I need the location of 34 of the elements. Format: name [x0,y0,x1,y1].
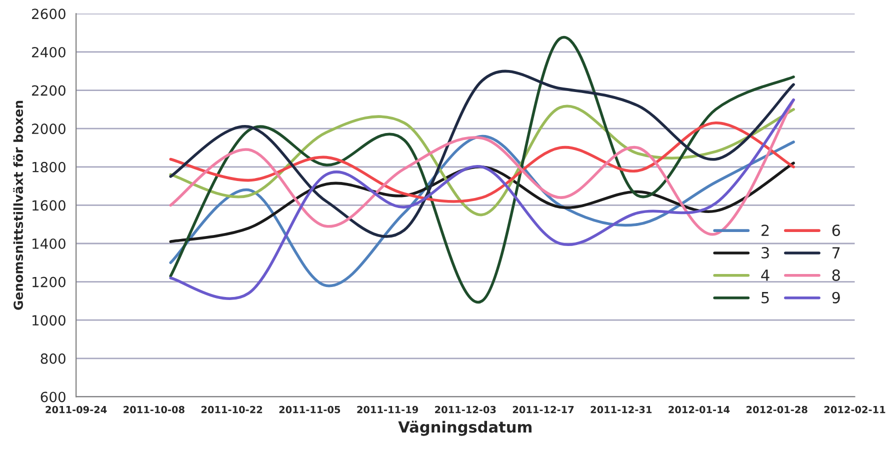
x-tick-label: 2012-01-14 [668,406,730,414]
x-tick-label: 2011-09-24 [46,406,107,414]
y-tick-label: 800 [40,353,66,364]
legend-label: 5 [762,292,769,304]
x-tick-label: 2011-10-22 [201,406,262,414]
y-tick-label: 600 [40,392,66,402]
y-tick-label: 2000 [32,124,66,134]
y-tick-label: 1600 [32,200,66,211]
y-tick-label: 1800 [32,162,66,172]
legend-label: 7 [832,247,840,258]
x-axis-title: Vägningsdatum [398,420,532,436]
legend-label: 3 [762,246,769,259]
x-tick-label: 2011-12-31 [590,406,652,414]
legend-label: 4 [761,270,770,281]
y-axis-title: Genomsnittstillväxt för boxen [13,100,24,310]
x-tick-label: 2011-12-03 [435,406,496,414]
legend-label: 6 [832,224,840,236]
line-series [169,37,795,303]
x-tick-label: 2011-11-19 [357,406,418,414]
y-tick-label: 1200 [32,276,66,288]
x-tick-label: 2011-10-08 [124,406,184,414]
x-tick-label: 2012-02-11 [824,406,886,414]
legend-label: 8 [832,269,840,281]
y-tick-label: 2600 [32,8,66,20]
legend-label: 2 [762,224,769,236]
x-tick-label: 2011-12-17 [512,406,574,414]
line-series [169,98,795,236]
y-tick-label: 2200 [32,85,66,96]
legend-label: 9 [832,292,840,304]
x-tick-label: 2011-11-05 [279,406,340,414]
y-tick-label: 2400 [32,46,66,58]
y-tick-label: 1400 [32,238,66,249]
x-tick-label: 2012-01-28 [746,406,808,414]
y-tick-label: 1000 [32,315,66,326]
